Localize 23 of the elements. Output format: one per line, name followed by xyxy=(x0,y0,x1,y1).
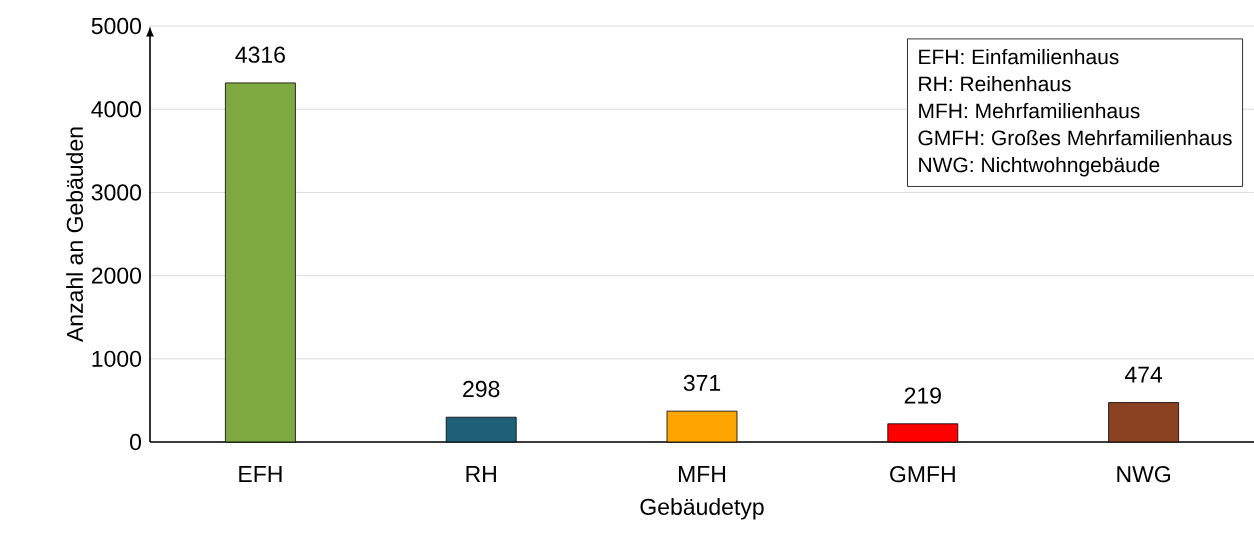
x-tick-label: EFH xyxy=(239,466,282,482)
y-tick-label: 1000 xyxy=(92,350,142,367)
y-tick-label: 2000 xyxy=(91,267,142,284)
x-tick-label: GMFH xyxy=(890,466,955,483)
x-tick-label: RH xyxy=(466,466,496,482)
data-label: 298 xyxy=(463,380,500,398)
x-axis-title: Gebäudetyp xyxy=(640,498,764,520)
x-tick-label: MFH xyxy=(678,466,726,482)
y-tick-label: 0 xyxy=(130,433,142,451)
data-label: 4316 xyxy=(235,46,285,63)
annotation: RH: Reihenhaus xyxy=(919,75,1071,92)
annotation: EFH: Einfamilienhaus xyxy=(919,48,1119,65)
data-label: 219 xyxy=(904,387,941,404)
annotation: GMFH: Großes Mehrfamilienhaus xyxy=(918,129,1232,146)
annotation: MFH: Mehrfamilienhaus xyxy=(919,102,1140,119)
data-label: 371 xyxy=(683,374,721,392)
y-tick-label: 3000 xyxy=(91,184,142,201)
y-tick-label: 4000 xyxy=(91,101,142,118)
data-label: 474 xyxy=(1124,366,1163,383)
y-axis-title: Anzahl an Gebäuden xyxy=(66,127,84,343)
annotation: NWG: Nichtwohngebäude xyxy=(919,156,1160,177)
y-tick-label: 5000 xyxy=(91,17,142,35)
x-tick-label: NWG xyxy=(1117,466,1170,483)
